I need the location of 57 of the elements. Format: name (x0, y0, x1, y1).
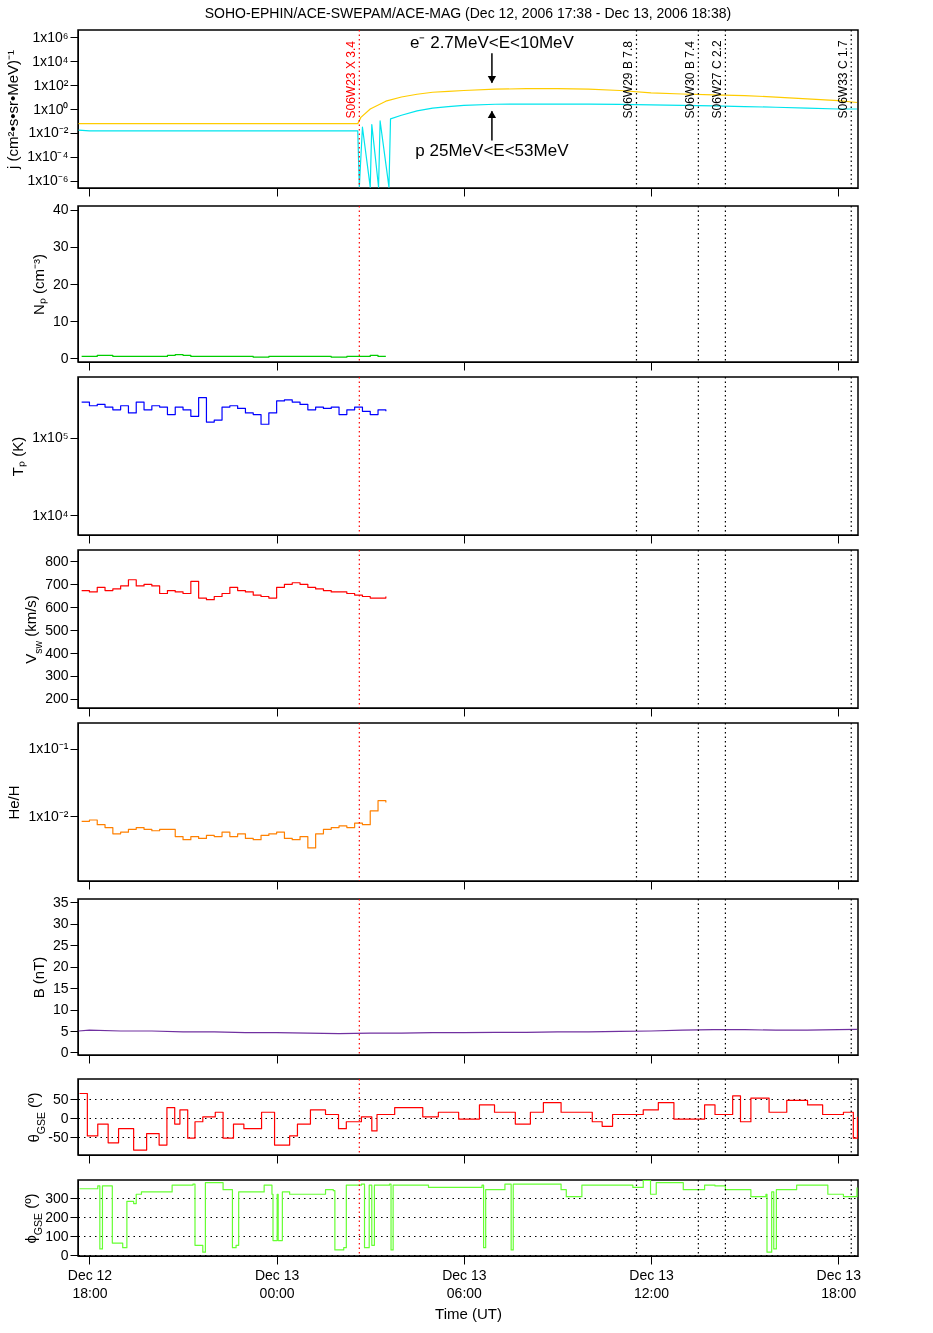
y-tick-label: 200 (45, 690, 69, 707)
y-tick-label: 1x10⁻² (28, 807, 69, 824)
y-tick-label: 0 (60, 1109, 69, 1126)
y-tick-label: 100 (45, 1227, 69, 1244)
ref-line-label: S06W27 C 2.2 (710, 40, 725, 119)
y-axis-title: Nₚ (cm⁻³) (29, 254, 48, 315)
chart-title: SOHO-EPHIN/ACE-SWEPAM/ACE-MAG (Dec 12, 2006 17:38 - Dec 13, 2006 18:38) (204, 5, 732, 22)
ref-line-label: S06W23 X 3.4 (344, 40, 359, 119)
y-tick-label: 300 (45, 1189, 69, 1206)
y-tick-label: 50 (52, 1090, 69, 1107)
y-tick-label: 20 (52, 958, 69, 975)
y-tick-label: 1x10⁶ (32, 28, 69, 45)
ref-line-label: S06W33 C 1.7 (836, 40, 851, 119)
x-tick-label: Dec 13 12:00 (629, 1266, 674, 1301)
annotation: p 25MeV<E<53MeV (415, 141, 570, 161)
y-tick-label: 0 (60, 1043, 69, 1060)
y-tick-label: 1x10⁻² (28, 124, 69, 141)
x-tick-label: Dec 13 06:00 (442, 1266, 487, 1301)
y-axis-title: He/H (5, 785, 23, 820)
y-tick-label: 20 (52, 275, 69, 292)
y-tick-label: 1x10² (33, 76, 69, 93)
y-tick-label: 700 (45, 575, 69, 592)
y-tick-label: 40 (52, 201, 69, 218)
y-axis-title: Tₚ (K) (9, 436, 28, 477)
y-tick-label: 10 (52, 312, 69, 329)
y-tick-label: 300 (45, 667, 69, 684)
y-tick-label: 1x10⁻⁴ (27, 148, 69, 165)
y-tick-label: 800 (45, 552, 69, 569)
x-tick-label: Dec 13 00:00 (254, 1266, 300, 1301)
y-tick-label: 0 (60, 349, 69, 366)
ref-line-label: S06W29 B 7.8 (621, 40, 636, 119)
y-tick-label: 15 (52, 979, 69, 996)
y-tick-label: 1x10⁻¹ (28, 740, 69, 757)
y-axis-title: B (nT) (29, 956, 47, 999)
y-axis-title: j (cm²•s•sr•MeV)⁻¹ (4, 49, 22, 171)
y-tick-label: 400 (45, 644, 69, 661)
y-tick-label: 35 (52, 893, 69, 910)
y-tick-label: 1x10⁴ (32, 52, 69, 69)
y-tick-label: 30 (52, 238, 69, 255)
y-tick-label: 5 (60, 1022, 69, 1039)
y-tick-label: 1x10⁴ (32, 506, 69, 523)
y-tick-label: 200 (45, 1208, 69, 1225)
x-tick-label: Dec 13 18:00 (816, 1266, 862, 1301)
y-tick-label: 1x10⁻⁶ (27, 172, 69, 189)
y-tick-label: 25 (52, 936, 69, 953)
y-tick-label: 600 (45, 598, 69, 615)
y-tick-label: 1x10⁰ (33, 100, 69, 117)
x-axis-title: Time (UT) (435, 1304, 502, 1322)
annotation: e⁻ 2.7MeV<E<10MeV (410, 32, 575, 52)
y-tick-label: 1x10⁵ (32, 429, 69, 446)
x-tick-label: Dec 12 18:00 (67, 1266, 113, 1301)
y-tick-label: 500 (45, 621, 69, 638)
y-tick-label: -50 (48, 1128, 69, 1145)
y-tick-label: 10 (52, 1001, 69, 1018)
y-tick-label: 30 (52, 915, 69, 932)
y-tick-label: 0 (60, 1246, 69, 1263)
ref-line-label: S06W30 B 7.4 (683, 40, 698, 119)
